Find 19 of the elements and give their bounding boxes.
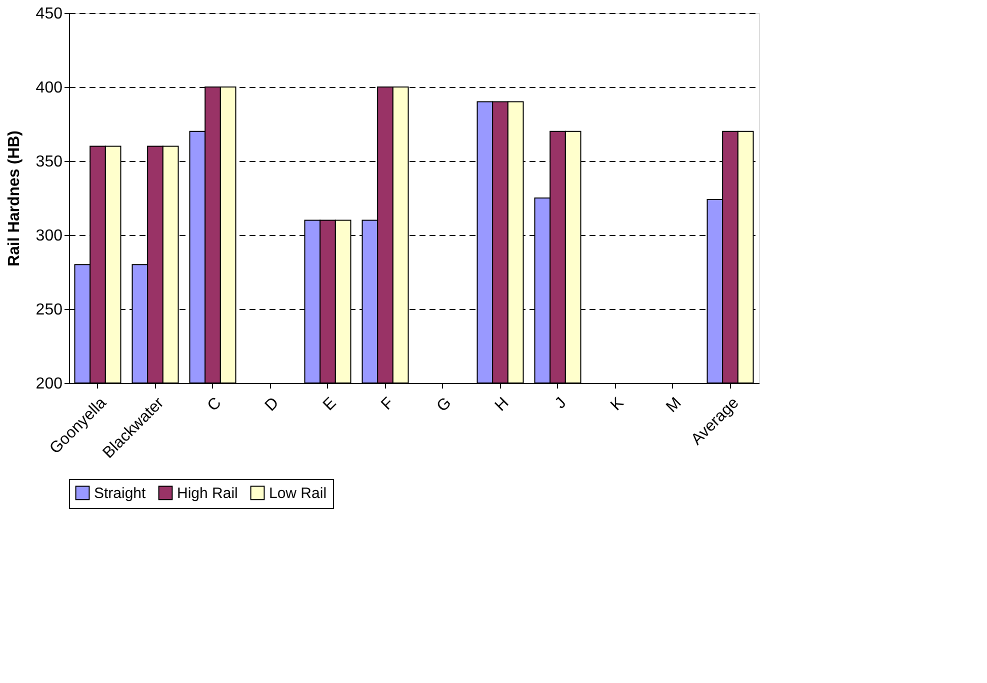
y-tick-label: 450 [36, 6, 63, 22]
legend-label: High Rail [177, 484, 238, 502]
x-tick-label: F [378, 394, 398, 414]
x-tick-label: E [320, 394, 340, 414]
x-tick-label: D [262, 394, 282, 415]
y-tick-label: 300 [36, 228, 63, 244]
legend-label: Low Rail [269, 484, 327, 502]
legend-label: Straight [94, 484, 147, 502]
x-tick-label: K [608, 394, 628, 414]
x-tick-label: G [434, 394, 455, 416]
x-tick-label: H [492, 394, 512, 415]
y-axis-title: Rail Hardnes (HB) [6, 130, 23, 267]
x-tick-label: C [204, 394, 225, 415]
y-tick-label: 350 [36, 154, 63, 170]
x-tick-label: M [663, 394, 685, 416]
x-tick-label: J [552, 394, 570, 412]
y-tick-label: 200 [36, 376, 63, 392]
y-tick-label: 400 [36, 80, 63, 96]
y-tick-label: 250 [36, 302, 63, 318]
